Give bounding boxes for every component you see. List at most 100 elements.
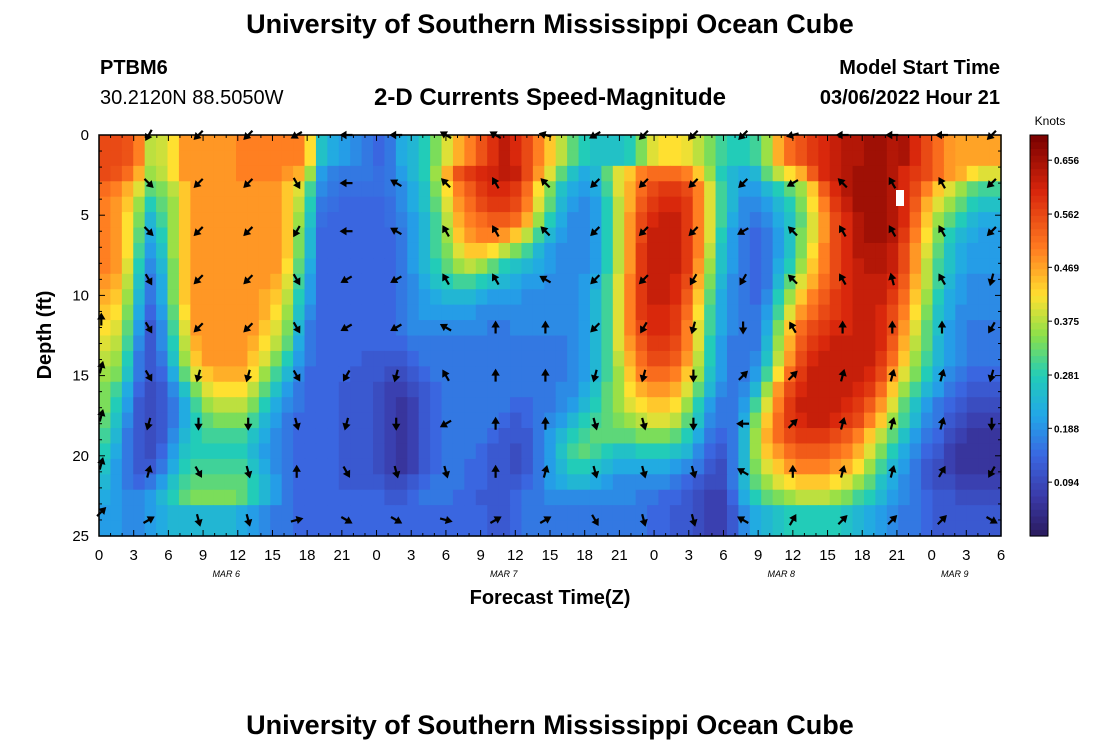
heat-cell (966, 135, 979, 152)
heat-cell (487, 242, 500, 259)
heat-cell (521, 381, 534, 398)
heat-cell (647, 150, 660, 167)
heat-cell (167, 366, 180, 383)
heat-cell (110, 258, 123, 275)
heat-cell (293, 135, 306, 152)
colorbar-segment (1030, 208, 1048, 216)
heat-cell (715, 165, 728, 182)
heat-cell (270, 381, 283, 398)
heat-cell (201, 135, 214, 152)
current-vector (194, 466, 203, 478)
heat-cell (167, 227, 180, 244)
heat-cell (452, 335, 465, 352)
heat-cell (521, 320, 534, 337)
heat-cell (624, 227, 637, 244)
heat-cell (989, 335, 1002, 352)
heat-cell (886, 304, 899, 321)
current-vector (987, 273, 996, 287)
heat-cell (567, 381, 580, 398)
heat-cell (498, 320, 511, 337)
heat-cell (841, 443, 854, 460)
heat-cell (784, 458, 797, 475)
heat-cell (532, 505, 545, 522)
heat-cell (464, 412, 477, 429)
heat-cell (761, 520, 774, 537)
heat-cell (806, 474, 819, 491)
heat-cell (909, 458, 922, 475)
heat-cell (863, 227, 877, 244)
heat-cell (589, 397, 602, 414)
heat-cell (761, 196, 774, 213)
heat-cell (327, 289, 340, 306)
heat-cell (395, 196, 408, 213)
heat-cell (635, 350, 648, 367)
heat-cell (213, 428, 226, 445)
heat-cell (681, 350, 694, 367)
heat-cell (555, 258, 568, 275)
heat-cell (247, 181, 260, 198)
heat-cell (784, 428, 797, 445)
heat-cell (213, 196, 226, 213)
heat-cell (772, 242, 785, 259)
heat-cell (578, 381, 591, 398)
heat-cell (327, 520, 340, 537)
heat-cell (407, 443, 420, 460)
heat-cell (681, 212, 694, 229)
heat-cell (715, 397, 728, 414)
heat-cell (578, 212, 591, 229)
heat-cell (647, 135, 660, 152)
heat-cell (430, 505, 443, 522)
heat-cell (784, 350, 797, 367)
heat-cell (921, 150, 934, 167)
heat-cell (510, 335, 523, 352)
x-tick-label: 15 (542, 547, 559, 564)
colorbar-segment (1030, 342, 1048, 350)
heat-cell (578, 489, 591, 506)
heat-cell (201, 397, 214, 414)
heat-cell (692, 196, 705, 213)
heat-cell (909, 474, 922, 491)
heat-cell (692, 443, 705, 460)
heat-cell (464, 520, 477, 537)
heat-cell (761, 505, 774, 522)
heat-cell (555, 505, 568, 522)
heat-cell (544, 165, 557, 182)
colorbar-tick-label: 0.188 (1054, 424, 1079, 435)
heat-cell (373, 335, 386, 352)
heat-cell (110, 520, 123, 537)
heat-cell (863, 196, 877, 213)
heat-cell (315, 350, 328, 367)
heat-cell (293, 289, 306, 306)
heat-cell (156, 443, 169, 460)
heat-cell (955, 135, 968, 152)
heat-cell (247, 428, 260, 445)
current-vector (144, 321, 153, 334)
heat-cell (544, 258, 557, 275)
heat-cell (772, 381, 785, 398)
heat-cell (898, 458, 911, 475)
heat-cell (555, 489, 568, 506)
heat-cell (236, 242, 249, 259)
heat-cell (178, 212, 191, 229)
current-vector (292, 369, 301, 382)
colorbar-segment (1030, 215, 1048, 223)
heat-cell (407, 366, 420, 383)
heat-cell (384, 135, 397, 152)
heat-cell (921, 443, 934, 460)
heat-cell (635, 381, 648, 398)
colorbar-segment (1030, 449, 1048, 457)
heat-cell (955, 350, 968, 367)
heat-cell (99, 181, 112, 198)
heat-cell (567, 397, 580, 414)
heat-cell (373, 366, 386, 383)
heat-cell (430, 242, 443, 259)
heat-cell (635, 335, 648, 352)
heat-cell (281, 304, 294, 321)
heat-cell (532, 320, 545, 337)
heat-cell (863, 165, 877, 182)
heat-cell (829, 304, 842, 321)
heat-cell (532, 412, 545, 429)
heat-cell (578, 474, 591, 491)
heat-cell (99, 520, 112, 537)
heat-cell (487, 474, 500, 491)
